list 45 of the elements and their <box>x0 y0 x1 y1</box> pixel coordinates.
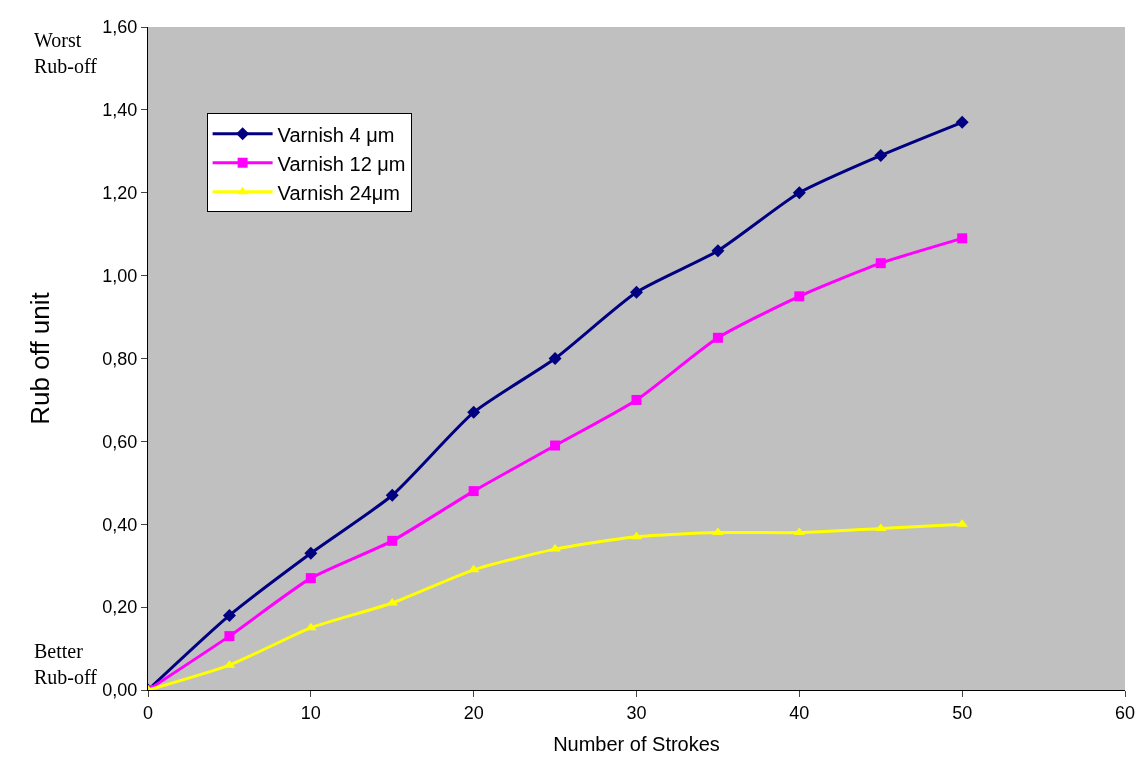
text: Better Rub-off <box>34 640 98 688</box>
point <box>550 440 561 451</box>
y-tick-label: 1,60 <box>102 17 138 38</box>
y-tick-label: 0,20 <box>102 597 138 618</box>
point <box>304 546 318 560</box>
point <box>631 394 642 405</box>
point <box>387 535 398 546</box>
point <box>712 527 724 536</box>
x-axis-title: Number of Strokes <box>553 733 720 756</box>
point <box>955 115 969 129</box>
point <box>874 148 888 162</box>
point <box>794 291 805 302</box>
x-tick-label: 30 <box>626 702 647 723</box>
point <box>957 233 968 244</box>
point <box>711 244 725 258</box>
legend-label: Varnish 12 μm <box>277 152 406 175</box>
point <box>792 186 806 200</box>
point <box>305 573 316 584</box>
x-tick-label: 10 <box>300 702 321 723</box>
y-tick-label: 0,00 <box>102 680 138 701</box>
point <box>712 332 723 343</box>
point <box>548 352 562 365</box>
point <box>385 488 399 502</box>
y-tick-label: 1,00 <box>102 265 138 286</box>
point <box>467 405 481 419</box>
y-tick-label: 1,40 <box>102 100 138 121</box>
text: Worst Rub-off <box>34 29 98 77</box>
y-tick-label: 1,20 <box>102 183 138 204</box>
point <box>222 608 236 622</box>
y-axis-title: Rub off unit <box>24 291 55 425</box>
y-tick-label: 0,60 <box>102 431 138 452</box>
x-tick-label: 0 <box>142 702 154 723</box>
point <box>630 285 643 299</box>
x-tick-label: 60 <box>1114 702 1136 723</box>
legend-label: Varnish 24μm <box>277 181 400 204</box>
legend-label: Varnish 4 μm <box>277 123 395 146</box>
point <box>305 622 317 631</box>
x-tick-label: 40 <box>789 702 810 723</box>
point <box>224 631 235 642</box>
point <box>468 486 479 497</box>
x-tick-label: 20 <box>463 702 484 723</box>
y-tick-label: 0,40 <box>102 514 138 535</box>
x-tick-label: 50 <box>952 702 973 723</box>
y-tick-label: 0,80 <box>102 348 138 369</box>
point <box>875 258 886 269</box>
